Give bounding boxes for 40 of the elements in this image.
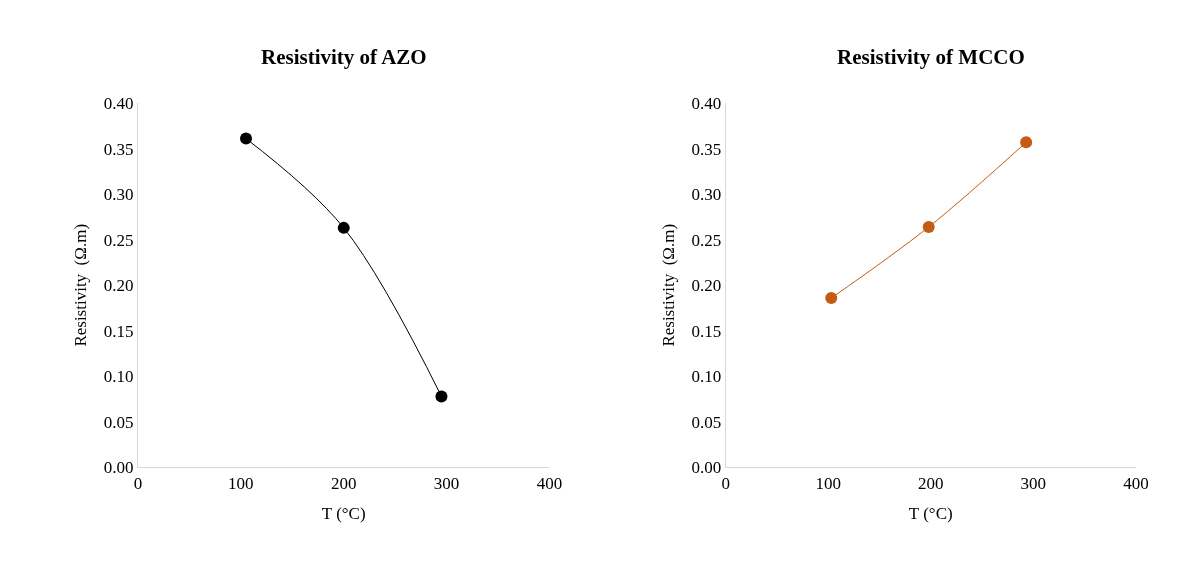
y-tick-label: 0.40 (103, 94, 134, 114)
y-tick-label: 0.40 (691, 94, 722, 114)
y-tick-label: 0.15 (103, 321, 134, 341)
x-tick-label: 200 (918, 473, 944, 493)
x-tick-label: 0 (133, 473, 143, 493)
point (435, 390, 448, 403)
point (922, 220, 935, 233)
x-tick-label: 300 (1020, 473, 1047, 493)
y-tick-label: 0.30 (103, 185, 134, 205)
x-axis-title: T (°C) (321, 504, 366, 524)
x-tick-label: 0 (721, 473, 730, 493)
y-tick-label: 0.10 (103, 367, 134, 387)
y-axis-title: Resistivity (Ω.m) (659, 223, 679, 347)
y-tick-label: 0.15 (691, 321, 722, 341)
chart-title: Resistivity of MCCO (837, 45, 1025, 69)
y-tick-label: 0.20 (103, 276, 134, 296)
y-tick-label: 0.25 (103, 230, 134, 250)
point (337, 221, 350, 234)
x-tick-label: 200 (330, 473, 357, 493)
chart-title: Resistivity of AZO (261, 45, 427, 69)
x-tick-label: 300 (433, 473, 460, 493)
point (1020, 136, 1033, 149)
x-tick-label: 400 (536, 473, 563, 493)
point (240, 132, 253, 145)
y-tick-label: 0.30 (691, 185, 722, 205)
x-tick-label: 100 (228, 473, 254, 493)
y-tick-label: 0.20 (691, 276, 722, 296)
x-axis-title: T (°C) (908, 504, 953, 524)
y-tick-label: 0.10 (691, 367, 722, 387)
x-tick-label: 400 (1123, 473, 1149, 493)
y-tick-label: 0.00 (691, 458, 722, 478)
y-tick-label: 0.05 (103, 412, 134, 432)
y-tick-label: 0.05 (691, 412, 722, 432)
y-tick-label: 0.00 (103, 458, 134, 478)
y-tick-label: 0.35 (691, 139, 722, 159)
y-tick-label: 0.35 (103, 139, 134, 159)
point (825, 292, 838, 305)
x-tick-label: 100 (815, 473, 841, 493)
y-tick-label: 0.25 (691, 230, 722, 250)
y-axis-title: Resistivity (Ω.m) (71, 223, 91, 347)
